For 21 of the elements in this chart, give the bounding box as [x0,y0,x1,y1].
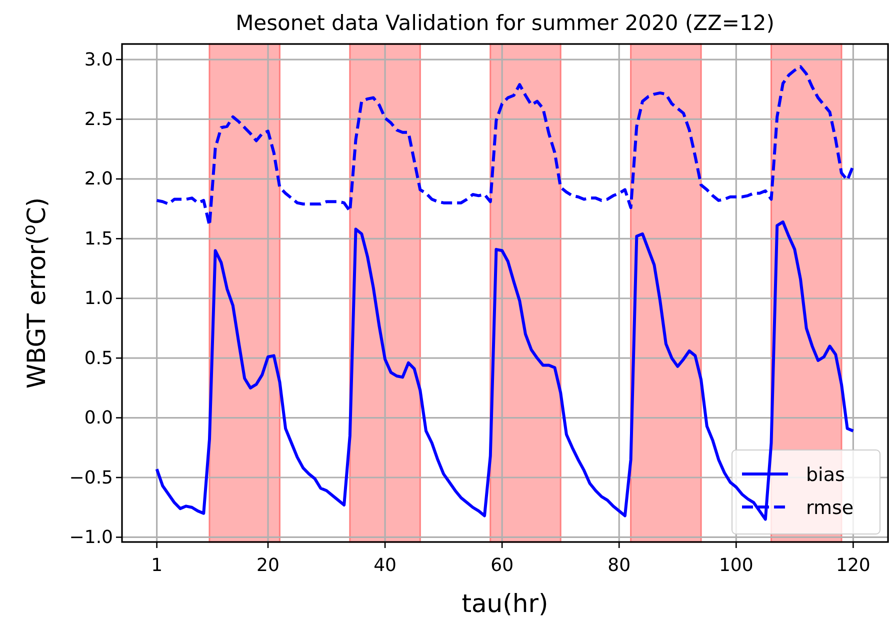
y-tick-label: 1.5 [84,228,113,250]
y-tick-label: 2.0 [84,168,113,190]
y-tick-label: 3.0 [84,49,113,70]
legend-label: bias [806,464,845,486]
y-tick-label: −0.5 [69,467,113,488]
x-tick-label: 80 [608,554,631,576]
y-tick-label: 0.0 [84,408,113,429]
x-tick-label: 1 [151,554,163,576]
y-tick-label: 2.5 [84,108,113,130]
chart-title: Mesonet data Validation for summer 2020 (ZZ=12) [236,11,774,35]
x-tick-label: 60 [490,554,514,576]
x-tick-label: 100 [718,554,754,576]
x-tick-label: 20 [256,554,280,576]
y-tick-label: 0.5 [84,348,113,369]
legend-label: rmse [806,497,854,519]
x-tick-label: 40 [374,554,396,576]
y-tick-label: 1.0 [84,288,113,310]
line-series [155,220,855,521]
y-tick-label: −1.0 [69,526,113,548]
x-axis-title: tau(hr) [462,589,548,618]
x-tick-label: 120 [836,554,870,576]
